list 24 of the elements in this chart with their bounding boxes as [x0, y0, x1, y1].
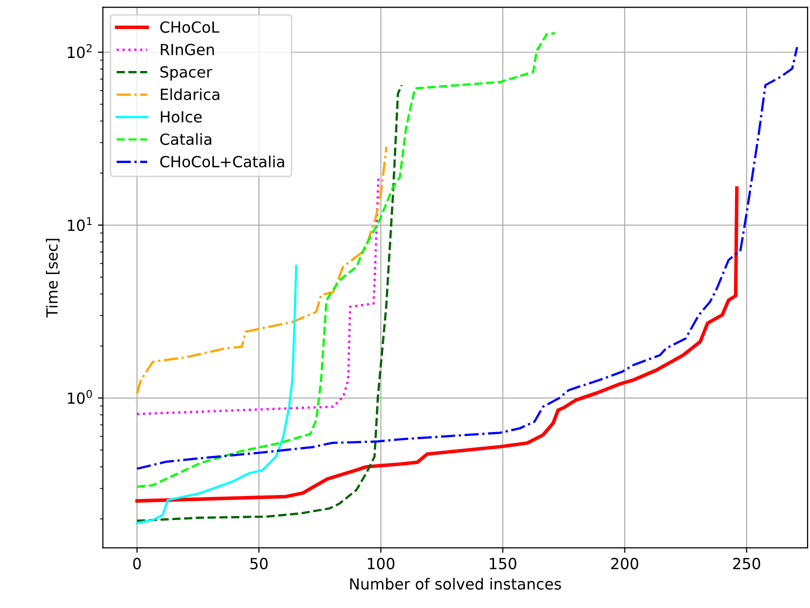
legend-label: CHoCoL+Catalia: [160, 156, 284, 168]
legend-label: Catalia: [160, 133, 212, 145]
x-tick-label: 50: [250, 558, 268, 570]
legend-label: Eldarica: [160, 88, 220, 100]
legend-label: Spacer: [160, 66, 212, 81]
x-tick-label: 100: [368, 558, 394, 570]
line-series: [136, 146, 388, 395]
x-tick-label: 150: [490, 558, 516, 570]
y-axis-title: Time [sec]: [46, 238, 60, 318]
y-tick-label: 10$^{0}$: [68, 390, 92, 404]
legend-label: RInGen: [160, 44, 214, 56]
x-tick-label: 200: [611, 558, 638, 570]
line-series: [136, 264, 298, 524]
line-series: [136, 32, 556, 488]
line-series: [135, 186, 739, 503]
line-series: [136, 176, 380, 416]
y-tick-label: 10$^{1}$: [68, 217, 92, 232]
y-tick-label: 10$^{2}$: [68, 44, 92, 58]
x-tick-label: 0: [133, 558, 141, 570]
legend-label: CHoCoL: [160, 21, 220, 33]
legend-label: HoIce: [160, 111, 202, 123]
x-tick-label: 250: [733, 558, 760, 570]
line-series: [136, 84, 403, 522]
x-axis-title: Number of solved instances: [350, 578, 561, 590]
